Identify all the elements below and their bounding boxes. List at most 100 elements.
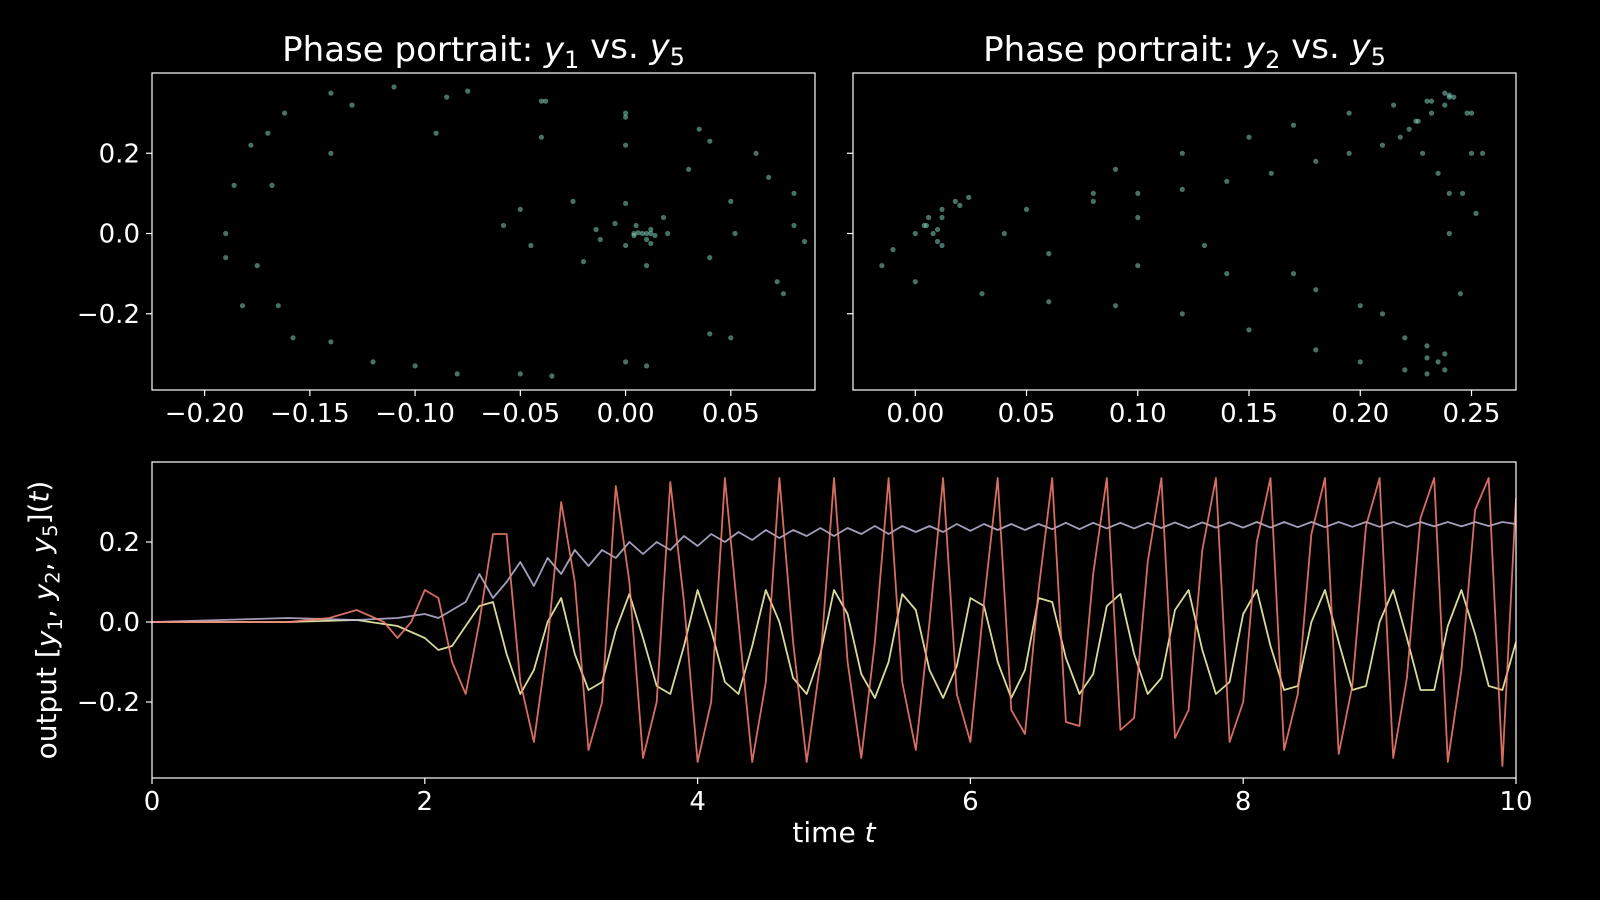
scatter-point (349, 102, 355, 108)
scatter-point (570, 198, 576, 204)
scatter-point (766, 174, 772, 180)
scatter-point (580, 259, 587, 265)
chart-title: Phase portrait: y2 vs. y5 (983, 27, 1386, 74)
y-axis-label: output [y1, y2, y5](t) (22, 481, 66, 760)
scatter-point (966, 194, 972, 200)
plot-area (879, 90, 1486, 377)
scatter-point (1201, 242, 1208, 249)
y-tick-label: −0.2 (77, 300, 140, 330)
x-tick-label: 0.00 (597, 399, 655, 429)
chart-title-part: y (543, 30, 565, 70)
scatter-point (1428, 110, 1435, 116)
scatter-point (1446, 190, 1452, 196)
x-tick-label: 0.05 (702, 399, 760, 429)
y-tick-label: 0.2 (99, 528, 140, 558)
plot-area (223, 84, 808, 379)
scatter-point (1442, 90, 1448, 96)
scatter-point (631, 230, 637, 237)
scatter-point (732, 230, 738, 237)
scatter-point (623, 142, 629, 148)
y-tick-label: 0.0 (99, 220, 140, 250)
scatter-point (1357, 359, 1363, 365)
scatter-point (1424, 343, 1430, 349)
chart-title-part: 2 (1265, 46, 1280, 74)
scatter-point (1313, 287, 1319, 293)
scatter-point (1435, 359, 1441, 365)
chart-title-part: vs. (1280, 27, 1350, 67)
scatter-point (623, 200, 629, 206)
scatter-point (231, 182, 237, 188)
scatter-point (623, 242, 629, 249)
chart-title-part: 1 (564, 46, 579, 74)
scatter-point (1424, 355, 1430, 361)
y-tick-label: 0.2 (99, 139, 140, 169)
scatter-point (1290, 122, 1297, 128)
scatter-point (1402, 367, 1408, 373)
y-axis-label-part: , (27, 600, 60, 618)
scatter-point (633, 222, 639, 229)
scatter-point (1464, 110, 1470, 116)
scatter-point (269, 182, 275, 188)
scatter-point (801, 238, 808, 245)
y-axis-label-part: 2 (41, 571, 64, 583)
scatter-point (1468, 150, 1475, 156)
x-tick-label: 2 (417, 787, 434, 817)
scatter-point (517, 206, 523, 212)
scatter-point (1468, 110, 1475, 116)
scatter-point (1112, 166, 1119, 172)
y-tick-label: 0.0 (99, 608, 140, 638)
scatter-point (696, 126, 702, 132)
scatter-point (1135, 190, 1141, 196)
scatter-point (528, 242, 534, 249)
x-tick-label: −0.20 (165, 399, 245, 429)
scatter-point (1420, 150, 1426, 156)
scatter-point (275, 303, 281, 309)
scatter-point (728, 335, 734, 341)
scatter-point (1391, 102, 1397, 108)
scatter-point (923, 222, 930, 229)
series-line-0 (152, 589, 1516, 699)
y-axis-label-part: output [ (30, 647, 63, 759)
scatter-point (774, 279, 780, 285)
scatter-point (1090, 198, 1096, 204)
scatter-point (930, 230, 936, 237)
scatter-point (454, 371, 460, 377)
series-line-2 (152, 477, 1516, 767)
scatter-point (639, 230, 646, 237)
phase-portrait-y1-y5: −0.20 −0.15 −0.10 −0.05 0.00 0.05 0.2 0.0 −0.2 Ph… (77, 27, 816, 429)
chart-title-part: Phase portrait: (983, 30, 1245, 70)
scatter-point (1413, 118, 1419, 124)
scatter-point (1224, 271, 1230, 277)
x-tick-label: 4 (689, 787, 706, 817)
scatter-point (1424, 98, 1430, 104)
scatter-point (939, 242, 945, 249)
scatter-point (707, 255, 713, 261)
scatter-point (1480, 150, 1486, 156)
scatter-point (538, 98, 545, 104)
scatter-point (328, 150, 334, 156)
scatter-point (1246, 327, 1252, 333)
scatter-point (223, 255, 229, 261)
scatter-point (753, 150, 759, 156)
scatter-point (328, 90, 334, 96)
scatter-point (791, 190, 797, 196)
scatter-point (780, 291, 787, 297)
x-tick-label: −0.05 (480, 399, 560, 429)
scatter-point (623, 114, 629, 120)
scatter-point (1379, 311, 1386, 317)
scatter-point (934, 226, 941, 233)
scatter-point (433, 130, 439, 136)
scatter-point (1460, 190, 1466, 196)
scatter-point (665, 230, 671, 237)
scatter-point (939, 206, 945, 212)
scatter-point (652, 232, 658, 239)
scatter-point (1424, 371, 1430, 377)
y-axis-label-part: ) (22, 481, 55, 492)
scatter-point (1046, 299, 1052, 305)
scatter-point (1290, 271, 1297, 277)
y-axis-label-part: , (25, 553, 58, 571)
scatter-point (543, 98, 549, 104)
scatter-point (597, 236, 603, 243)
